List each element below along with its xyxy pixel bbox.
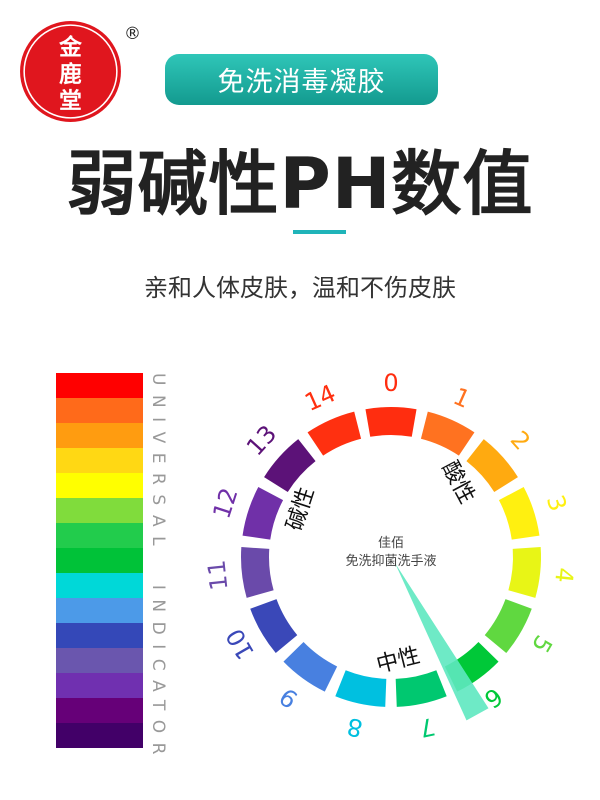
dial-tick-label: 1 [449, 382, 474, 414]
strip-band [56, 398, 143, 423]
dial-segment [264, 439, 316, 492]
dial-segment [240, 547, 274, 598]
dial-segment [365, 407, 417, 437]
center-product: 免洗抑菌洗手液 [345, 554, 436, 569]
neutral-label: 中性 [374, 643, 423, 678]
strip-band [56, 623, 143, 648]
strip-band [56, 523, 143, 548]
dial-tick-label: 10 [221, 624, 261, 664]
brand-logo: 金 鹿 堂 [20, 21, 121, 122]
strip-band [56, 548, 143, 573]
dial-tick-label: 12 [207, 484, 243, 522]
dial-segment [307, 411, 362, 456]
dial-tick-label: 14 [301, 379, 340, 417]
registered-mark: ® [124, 24, 141, 44]
dial-tick-label: 11 [202, 559, 233, 592]
dial-tick-label: 8 [344, 712, 365, 743]
dial-segment [498, 487, 540, 540]
universal-indicator-label: UNIVERSAL INDICATOR [148, 373, 168, 764]
strip-band [56, 723, 143, 748]
strip-band [56, 573, 143, 598]
dial-segment [283, 642, 338, 692]
strip-band [56, 448, 143, 473]
strip-band [56, 698, 143, 723]
strip-band [56, 648, 143, 673]
strip-band [56, 598, 143, 623]
dial-segment [250, 599, 298, 654]
dial-tick-label: 7 [417, 712, 438, 743]
dial-tick-label: 0 [383, 369, 398, 397]
dial-tick-label: 4 [549, 566, 578, 584]
dial-segment [466, 439, 518, 492]
strip-band [56, 373, 143, 398]
dial-segment [395, 670, 447, 707]
center-brand: 佳佰 [378, 536, 404, 551]
dial-tick-label: 9 [274, 682, 303, 714]
dial-tick-label: 5 [526, 630, 558, 657]
strip-band [56, 423, 143, 448]
svg-text:堂: 堂 [59, 89, 82, 115]
product-badge: 免洗消毒凝胶 [165, 54, 438, 105]
color-strip [56, 373, 143, 748]
ph-pointer [395, 563, 489, 721]
dial-segment [242, 487, 284, 540]
svg-text:金: 金 [58, 34, 82, 61]
strip-band [56, 473, 143, 498]
dial-segment [335, 670, 387, 707]
dial-tick-label: 13 [241, 420, 282, 461]
headline: 弱碱性PH数值 [66, 143, 534, 225]
subtitle: 亲和人体皮肤，温和不伤皮肤 [144, 274, 456, 302]
svg-text:鹿: 鹿 [59, 61, 82, 88]
strip-band [56, 498, 143, 523]
dial-segment [420, 411, 475, 456]
divider [293, 230, 346, 234]
strip-band [56, 673, 143, 698]
dial-tick-label: 2 [505, 426, 536, 456]
dial-segment [508, 547, 542, 598]
dial-tick-label: 3 [541, 492, 572, 515]
dial-segment [484, 599, 532, 654]
